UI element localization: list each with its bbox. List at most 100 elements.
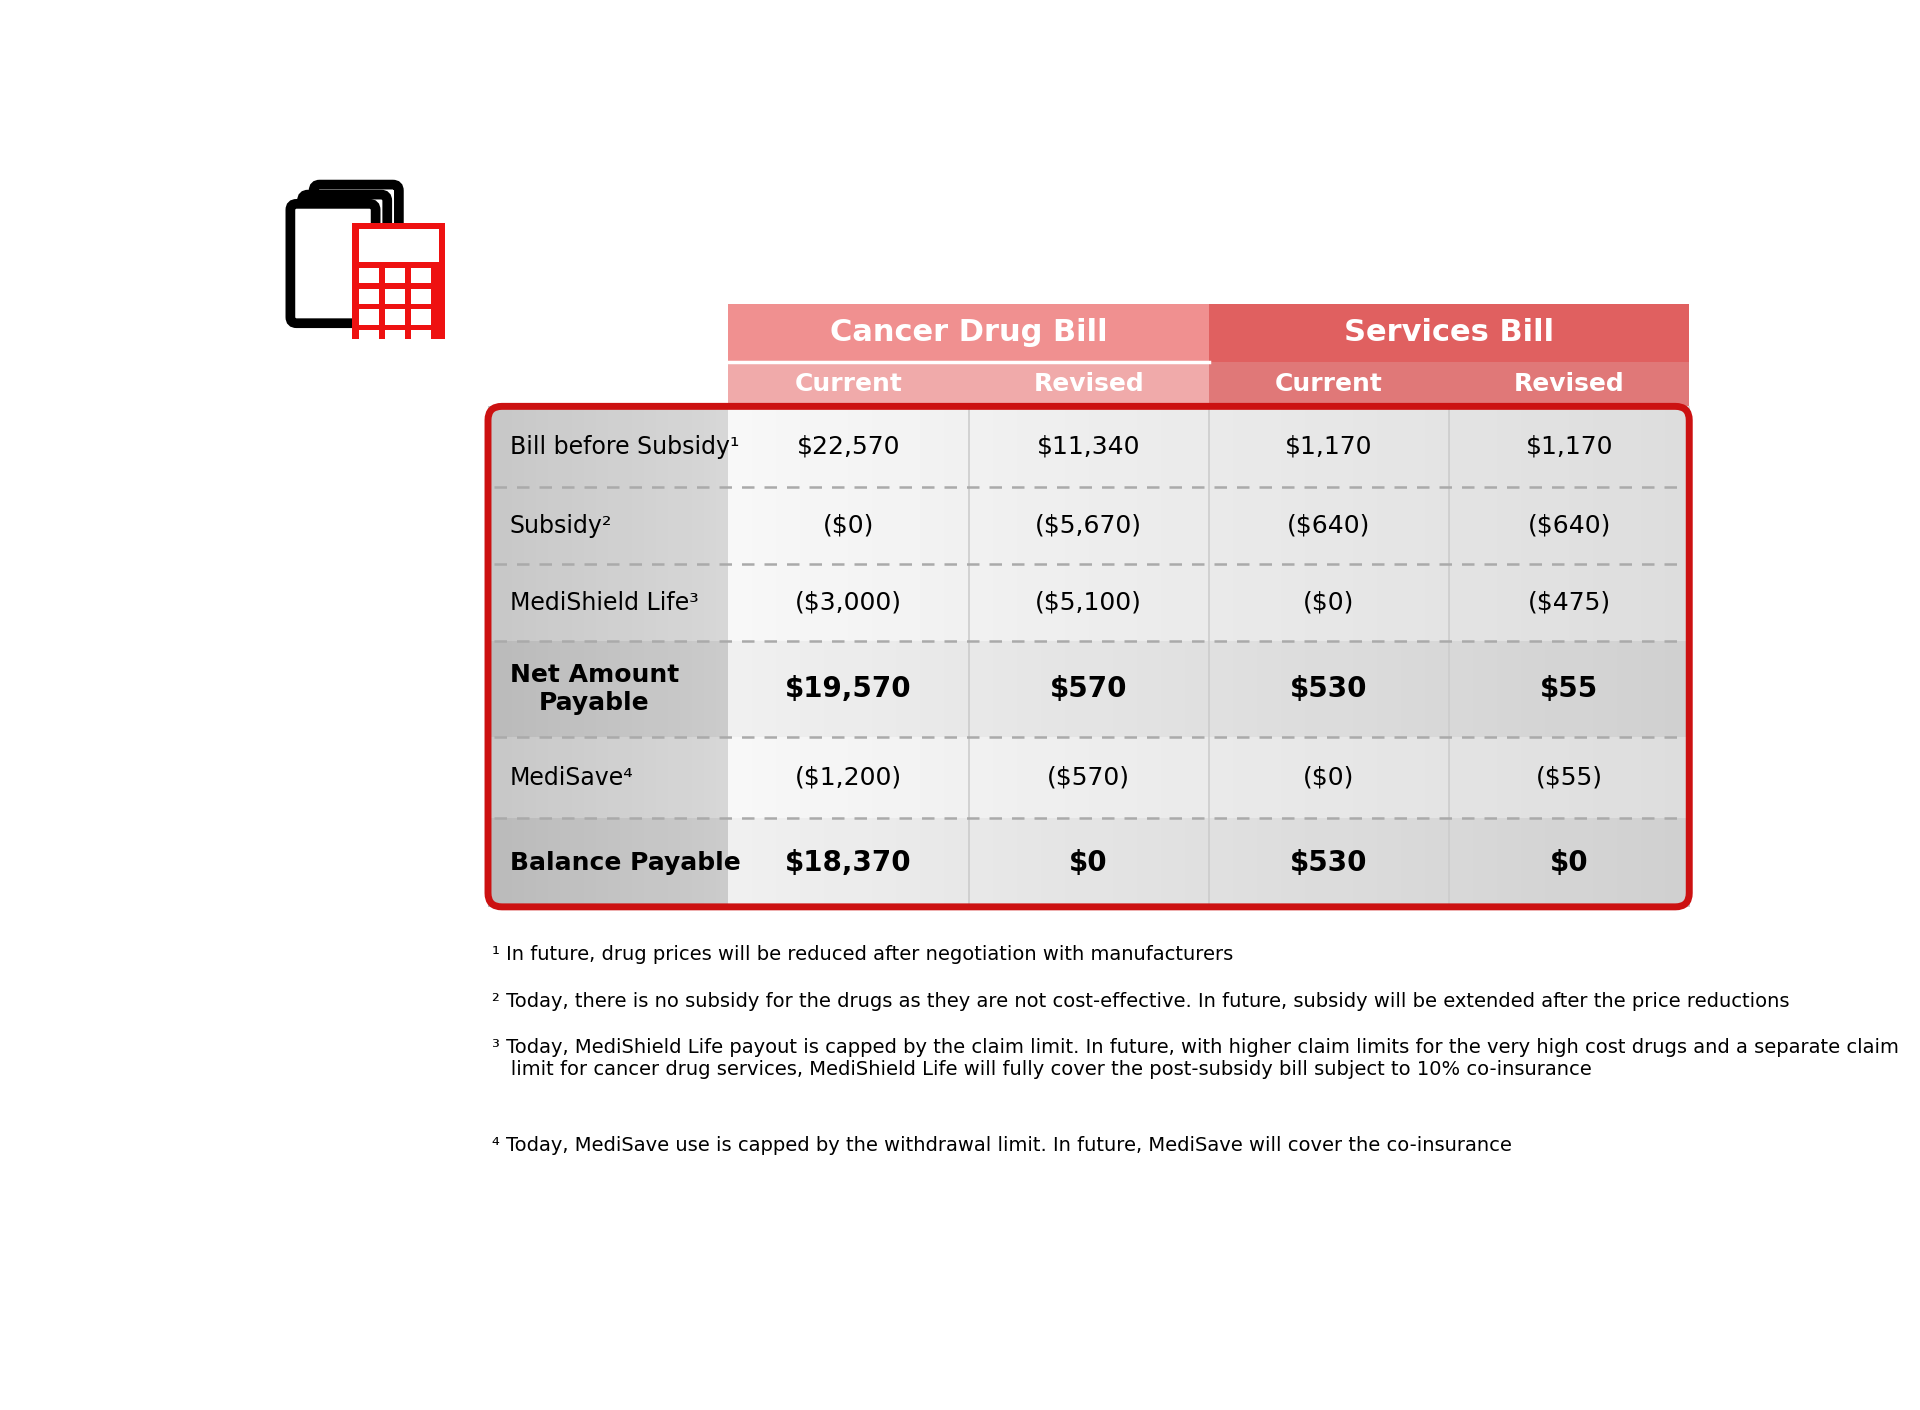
Bar <box>680 564 693 642</box>
Bar <box>524 737 538 818</box>
Bar <box>1521 737 1546 818</box>
Bar <box>1329 642 1354 737</box>
Bar <box>499 642 513 737</box>
Bar <box>1329 564 1354 642</box>
Bar <box>1258 564 1283 642</box>
Bar <box>824 406 849 488</box>
Bar <box>1281 488 1306 564</box>
Bar <box>1185 818 1210 907</box>
Bar <box>1642 406 1667 488</box>
Bar <box>1306 488 1331 564</box>
Bar <box>968 406 993 488</box>
Bar <box>595 818 609 907</box>
Bar <box>536 406 549 488</box>
Bar <box>1210 564 1233 642</box>
Bar <box>716 818 730 907</box>
Bar <box>536 737 549 818</box>
Bar <box>1473 818 1498 907</box>
Bar <box>561 488 572 564</box>
Text: Current: Current <box>795 372 902 396</box>
Bar <box>536 488 549 564</box>
Bar <box>968 737 993 818</box>
Bar <box>1546 737 1571 818</box>
Bar <box>1258 737 1283 818</box>
Bar <box>849 642 874 737</box>
Bar <box>776 564 801 642</box>
Bar <box>1642 737 1667 818</box>
Bar <box>1402 564 1427 642</box>
Bar <box>359 309 378 324</box>
Bar <box>524 642 538 737</box>
Bar <box>499 818 513 907</box>
Bar <box>872 818 897 907</box>
Bar <box>1546 564 1571 642</box>
Text: Current: Current <box>1275 372 1382 396</box>
Bar <box>1233 564 1258 642</box>
Bar <box>1450 362 1690 406</box>
Bar <box>1233 406 1258 488</box>
Bar <box>680 488 693 564</box>
Bar <box>728 642 753 737</box>
Bar <box>753 564 778 642</box>
Bar <box>693 642 705 737</box>
Text: Services Bill: Services Bill <box>1344 319 1553 347</box>
Bar <box>897 818 922 907</box>
Bar <box>1137 564 1162 642</box>
Bar <box>1329 737 1354 818</box>
Bar <box>1425 737 1450 818</box>
Bar <box>993 737 1018 818</box>
Bar <box>1354 564 1379 642</box>
Bar <box>620 818 634 907</box>
Bar <box>705 488 716 564</box>
Bar <box>801 818 826 907</box>
Bar <box>488 737 501 818</box>
Bar <box>716 488 730 564</box>
Bar <box>1233 818 1258 907</box>
Bar <box>524 488 538 564</box>
Bar <box>1665 642 1690 737</box>
Bar <box>920 737 945 818</box>
Text: ($5,670): ($5,670) <box>1035 513 1142 537</box>
Bar <box>968 818 993 907</box>
Bar <box>1114 737 1137 818</box>
Bar <box>1450 406 1475 488</box>
Bar <box>609 406 620 488</box>
Bar <box>536 564 549 642</box>
Bar <box>547 564 561 642</box>
Bar <box>609 564 620 642</box>
Text: Subsidy²: Subsidy² <box>509 513 612 537</box>
Bar <box>1306 818 1331 907</box>
Bar <box>1162 564 1185 642</box>
Bar <box>584 488 597 564</box>
Bar <box>824 818 849 907</box>
Bar <box>1617 642 1642 737</box>
Bar <box>499 737 513 818</box>
Text: $570: $570 <box>1050 675 1127 704</box>
Bar <box>1114 642 1137 737</box>
Bar <box>1281 406 1306 488</box>
FancyBboxPatch shape <box>301 195 388 314</box>
Bar <box>645 818 657 907</box>
Bar <box>1546 818 1571 907</box>
Bar <box>584 642 597 737</box>
Bar <box>1089 564 1114 642</box>
Bar <box>680 818 693 907</box>
Bar <box>872 642 897 737</box>
Bar <box>645 564 657 642</box>
Text: Bill before Subsidy¹: Bill before Subsidy¹ <box>509 434 739 458</box>
Bar <box>1210 406 1233 488</box>
Bar <box>849 818 874 907</box>
Bar <box>645 642 657 737</box>
Bar <box>753 737 778 818</box>
Bar <box>1377 737 1402 818</box>
Bar <box>728 564 753 642</box>
Bar <box>547 488 561 564</box>
Bar <box>693 488 705 564</box>
Text: $19,570: $19,570 <box>785 675 912 704</box>
Bar <box>1594 737 1619 818</box>
Bar <box>1306 406 1331 488</box>
Bar <box>1569 642 1594 737</box>
Bar <box>693 737 705 818</box>
Bar <box>488 406 501 488</box>
Bar <box>728 488 753 564</box>
